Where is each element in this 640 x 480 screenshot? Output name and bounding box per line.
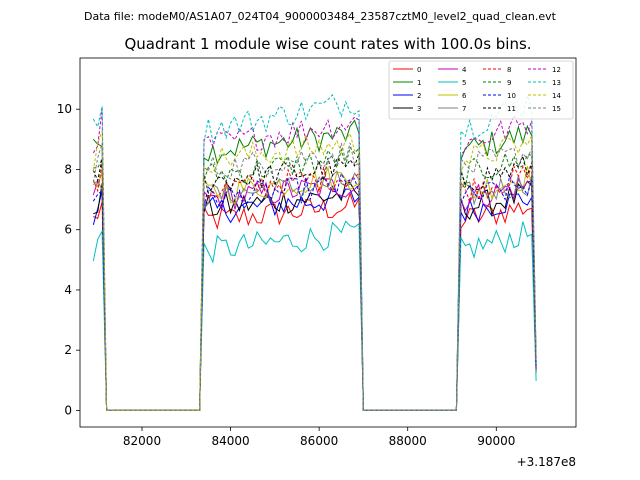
y-tick-label: 10 (57, 102, 72, 116)
x-tick-label: 84000 (211, 434, 249, 448)
legend-label-5: 5 (462, 79, 466, 87)
series-line-3 (93, 180, 537, 411)
legend-label-13: 13 (552, 79, 561, 87)
legend-label-3: 3 (417, 105, 421, 113)
series-line-0 (93, 192, 537, 411)
series-line-7 (92, 170, 537, 411)
series-line-14 (92, 130, 537, 411)
y-tick-label: 2 (64, 343, 72, 357)
series-line-4 (92, 177, 537, 411)
legend-label-7: 7 (462, 105, 466, 113)
y-tick-label: 4 (64, 283, 72, 297)
legend-label-9: 9 (507, 79, 511, 87)
x-axis: 82000 84000 86000 88000 90000 (123, 427, 515, 448)
series-line-15 (92, 142, 537, 411)
series-layer (92, 93, 537, 411)
y-tick-label: 6 (64, 223, 72, 237)
y-tick-label: 8 (64, 162, 72, 176)
y-tick-label: 0 (64, 403, 72, 417)
series-line-13 (92, 93, 537, 411)
plot-frame (79, 57, 577, 428)
legend-label-10: 10 (507, 92, 516, 100)
legend-label-2: 2 (417, 92, 421, 100)
x-offset-label: +3.187e8 (517, 455, 576, 469)
series-line-10 (92, 172, 537, 411)
series-line-8 (92, 162, 537, 411)
x-tick-label: 90000 (477, 434, 515, 448)
x-tick-label: 82000 (123, 434, 161, 448)
series-line-1 (92, 119, 537, 411)
legend-label-0: 0 (417, 66, 421, 74)
x-tick-label: 86000 (300, 434, 338, 448)
series-line-11 (92, 153, 537, 411)
legend-label-14: 14 (552, 92, 561, 100)
legend-label-8: 8 (507, 66, 511, 74)
legend-box (388, 60, 574, 120)
series-line-2 (92, 185, 537, 411)
x-tick-label: 88000 (389, 434, 427, 448)
legend-label-12: 12 (552, 66, 561, 74)
legend-label-1: 1 (417, 79, 421, 87)
series-line-12 (92, 108, 537, 411)
chart-title: Quadrant 1 module wise count rates with … (124, 35, 531, 53)
legend-label-4: 4 (462, 66, 467, 74)
figure-suptitle: Data file: modeM0/AS1A07_024T04_90000034… (84, 10, 557, 23)
legend-label-6: 6 (462, 92, 467, 100)
legend-label-11: 11 (507, 105, 516, 113)
series-line-5 (92, 220, 537, 411)
y-axis: 0 2 4 6 8 10 (57, 102, 80, 417)
legend-label-15: 15 (552, 105, 561, 113)
